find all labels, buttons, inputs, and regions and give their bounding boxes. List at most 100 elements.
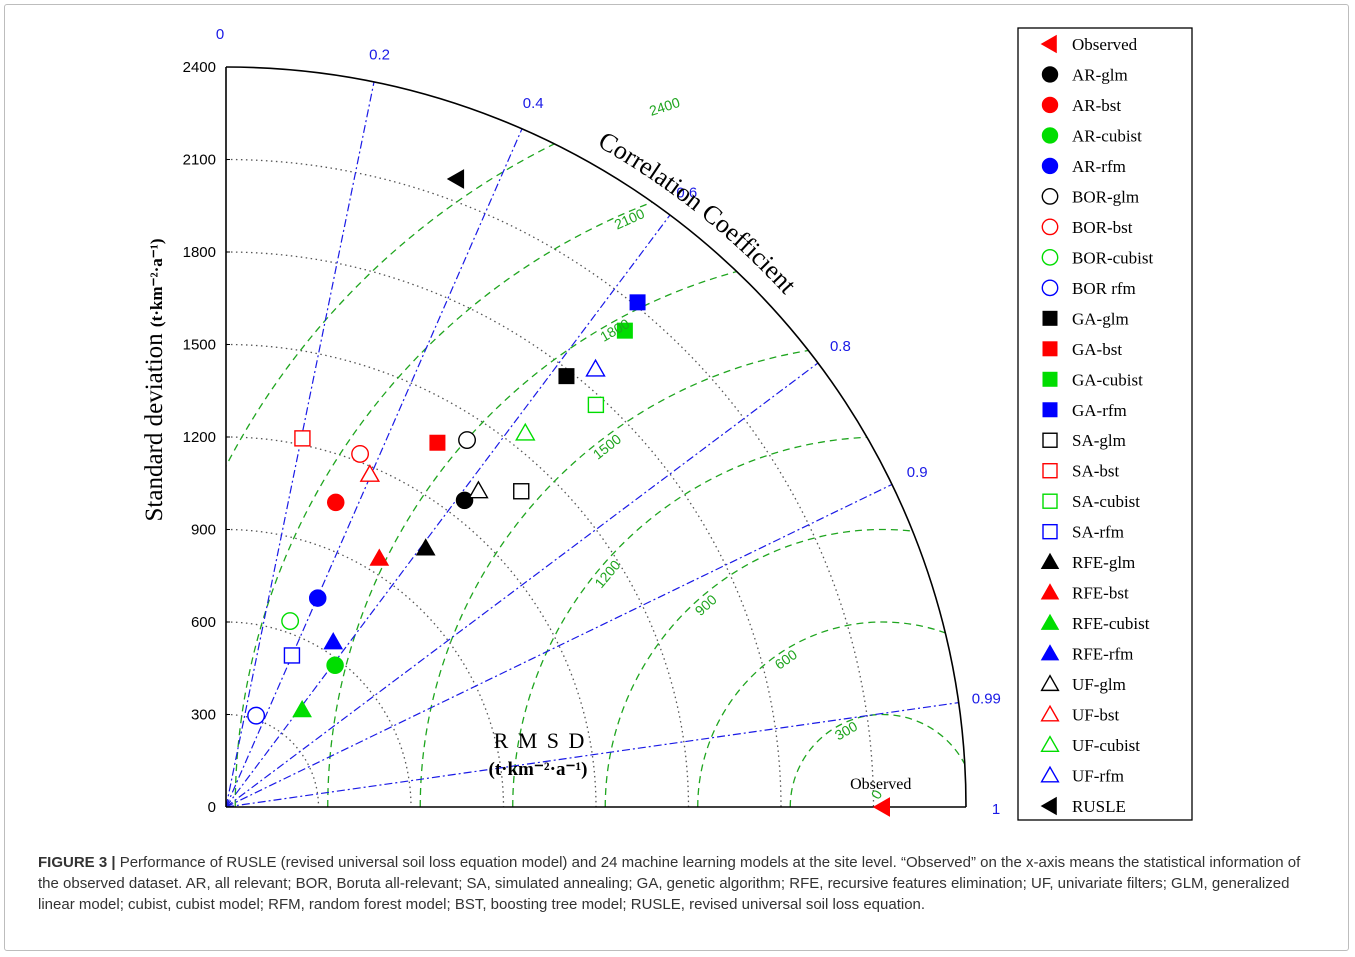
- correlation-ray: [225, 362, 819, 808]
- correlation-tick-label: 0.6: [676, 185, 697, 202]
- rmsd-contour-label: 300: [832, 718, 860, 744]
- rmsd-contour-label: 2400: [647, 94, 682, 119]
- legend-marker: [1040, 644, 1060, 661]
- legend-label: BOR rfm: [1072, 279, 1136, 298]
- legend-marker: [1042, 523, 1058, 540]
- rmsd-contour-label: 1800: [597, 315, 632, 345]
- correlation-ray: [225, 702, 959, 808]
- marker-uf-bst: [359, 464, 381, 482]
- std-tick-label: 2400: [183, 59, 216, 76]
- legend-label: GA-rfm: [1072, 401, 1127, 420]
- legend: Observed AR-glm AR-bst AR-cubist AR-rfm BOR-g…: [1017, 27, 1193, 821]
- legend-marker: [1040, 674, 1060, 692]
- legend-label: GA-bst: [1072, 340, 1122, 359]
- figure-caption: FIGURE 3 | Performance of RUSLE (revised…: [38, 852, 1318, 915]
- taylor-diagram: 0 0.2 0.4 0.6 0.8 0.9 0.99 1 0 300 600 900 1200 1500 1…: [141, 26, 1193, 821]
- marker-uf-cubist: [515, 422, 536, 441]
- observed-reference-label: Observed: [850, 776, 911, 793]
- legend-label: SA-rfm: [1072, 523, 1124, 542]
- legend-label: BOR-glm: [1072, 187, 1139, 206]
- legend-label: AR-bst: [1072, 96, 1121, 115]
- legend-label: RFE-rfm: [1072, 645, 1133, 664]
- legend-marker: [1042, 463, 1058, 479]
- marker-rfe-rfm: [323, 632, 344, 650]
- marker-ga-bst: [429, 434, 446, 451]
- rmsd-contour: [234, 158, 966, 807]
- marker-ga-cubist: [616, 322, 633, 339]
- legend-marker: [1042, 341, 1058, 357]
- legend-label: UF-cubist: [1072, 736, 1140, 755]
- legend-label: UF-bst: [1072, 706, 1120, 725]
- legend-marker: [1040, 796, 1057, 816]
- legend-marker: [1042, 493, 1058, 509]
- legend-marker: [1042, 402, 1058, 418]
- std-tick-label: 1200: [183, 429, 216, 446]
- rmsd-contour-label: 2100: [612, 205, 647, 232]
- legend-label: UF-glm: [1072, 675, 1126, 694]
- marker-sa-glm: [513, 483, 530, 500]
- legend-marker: [1041, 279, 1059, 297]
- legend-marker: [1040, 735, 1060, 753]
- marker-uf-glm: [468, 480, 489, 499]
- correlation-ray: [225, 214, 671, 808]
- legend-label: RFE-glm: [1072, 553, 1135, 572]
- std-arc: [225, 528, 505, 808]
- correlation-tick-label: 1: [992, 801, 1000, 818]
- y-axis-title: Standard deviation (t·km⁻²·a⁻¹): [141, 239, 168, 522]
- legend-marker: [1040, 552, 1060, 569]
- rmsd-contour: [226, 67, 966, 807]
- legend-label: AR-rfm: [1072, 157, 1126, 176]
- rmsd-contour: [697, 621, 966, 807]
- caption-label: FIGURE 3 |: [38, 854, 116, 871]
- y-axis-title-text: Standard deviation: [141, 327, 168, 521]
- marker-bor-bst: [351, 444, 370, 463]
- y-axis-unit: (t·km⁻²·a⁻¹): [147, 239, 166, 328]
- rmsd-title: R M S D: [494, 728, 587, 753]
- legend-marker: [1042, 310, 1058, 326]
- axes: [225, 66, 967, 808]
- data-markers: Observed: [247, 169, 911, 817]
- legend-label: SA-glm: [1072, 431, 1126, 450]
- outer-arc-axis: [225, 66, 967, 808]
- std-tick-label: 300: [191, 707, 216, 724]
- marker-ar-bst: [327, 493, 345, 512]
- legend-label: AR-cubist: [1072, 126, 1142, 145]
- legend-marker: [1042, 371, 1058, 387]
- legend-marker: [1040, 765, 1060, 783]
- rmsd-contour: [327, 251, 966, 807]
- std-arc: [225, 343, 690, 808]
- legend-marker: [1041, 248, 1059, 266]
- rmsd-contour: [604, 528, 966, 807]
- std-tick-label: 600: [191, 614, 216, 631]
- legend-marker: [1041, 66, 1059, 83]
- marker-rfe-glm: [415, 538, 436, 556]
- rmsd-contour-label: 900: [692, 591, 720, 619]
- legend-label: SA-cubist: [1072, 492, 1140, 511]
- marker-rusle: [446, 169, 465, 189]
- std-arc: [225, 158, 875, 808]
- tick-labels: 0 0.2 0.4 0.6 0.8 0.9 0.99 1 0 300 600 900 1200 1500 1…: [183, 26, 1001, 818]
- legend-label: Observed: [1072, 35, 1138, 54]
- std-tick-label: 0: [208, 799, 216, 816]
- correlation-tick-label: 0.2: [369, 47, 390, 64]
- marker-bor-cubist: [281, 612, 300, 630]
- marker-ga-glm: [558, 368, 575, 385]
- std-tick-label: 900: [191, 522, 216, 539]
- marker-ar-glm: [455, 491, 474, 510]
- legend-label: BOR-cubist: [1072, 248, 1154, 267]
- legend-label: GA-cubist: [1072, 370, 1143, 389]
- std-gridlines: [225, 158, 875, 808]
- legend-marker: [1040, 34, 1057, 54]
- legend-marker: [1041, 157, 1059, 175]
- legend-label: GA-glm: [1072, 309, 1129, 328]
- legend-box: [1017, 27, 1193, 821]
- legend-label: RFE-cubist: [1072, 614, 1150, 633]
- marker-ar-cubist: [326, 656, 344, 675]
- std-tick-label: 1800: [183, 244, 216, 261]
- correlation-tick-label: 0.8: [830, 338, 851, 355]
- legend-marker: [1040, 704, 1060, 722]
- rmsd-unit: (t·km⁻²·a⁻¹): [489, 759, 588, 780]
- marker-sa-rfm: [283, 647, 301, 664]
- legend-marker: [1042, 432, 1058, 448]
- correlation-ray: [225, 128, 523, 808]
